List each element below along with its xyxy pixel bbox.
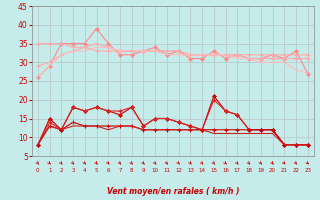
X-axis label: Vent moyen/en rafales ( km/h ): Vent moyen/en rafales ( km/h ) bbox=[107, 187, 239, 196]
